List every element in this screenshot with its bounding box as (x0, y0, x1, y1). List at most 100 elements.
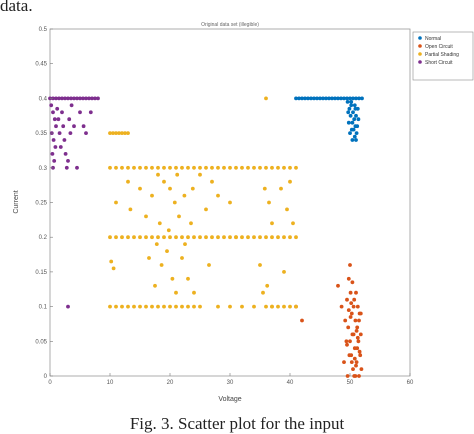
data-point (352, 374, 357, 378)
data-point (276, 304, 280, 309)
data-point (63, 152, 68, 156)
data-point (351, 110, 355, 115)
data-point (156, 165, 160, 170)
series-open-circuit (294, 263, 364, 378)
data-point (354, 138, 358, 142)
data-point (68, 131, 73, 136)
data-point (159, 263, 164, 267)
data-point (192, 290, 196, 295)
data-point (192, 235, 196, 240)
data-point (96, 96, 100, 101)
y-tick-label: 0.15 (35, 270, 47, 276)
data-point (108, 235, 112, 240)
data-point (52, 159, 57, 163)
data-point (204, 235, 208, 240)
data-point (216, 165, 220, 170)
data-point (222, 165, 226, 170)
data-point (168, 165, 172, 170)
x-tick-label: 10 (107, 380, 114, 386)
data-point (222, 235, 226, 240)
data-point (60, 96, 64, 101)
data-point (350, 138, 355, 142)
y-tick-label: 0.05 (35, 339, 47, 345)
data-point (174, 235, 178, 240)
data-point (58, 145, 63, 149)
data-point (333, 96, 337, 101)
data-point (198, 172, 202, 177)
data-point (216, 193, 220, 198)
data-point (78, 96, 82, 101)
data-point (204, 207, 208, 212)
data-point (190, 186, 195, 191)
data-point (288, 165, 292, 170)
data-point (57, 131, 62, 136)
data-point (120, 165, 124, 170)
data-point (346, 325, 351, 330)
data-point (343, 318, 348, 323)
data-point (132, 235, 136, 240)
data-point (352, 103, 357, 108)
data-point (186, 276, 190, 281)
data-point (228, 200, 232, 205)
data-point (126, 304, 130, 309)
series-partial-shading (108, 96, 298, 309)
data-point (64, 165, 69, 170)
data-point (120, 304, 124, 309)
data-point (84, 131, 88, 136)
data-point (346, 276, 351, 281)
y-tick-label: 0.35 (35, 131, 47, 137)
x-tick-label: 0 (48, 380, 52, 386)
data-point (356, 339, 361, 344)
data-point (309, 96, 313, 101)
data-point (345, 96, 349, 101)
data-point (264, 96, 268, 101)
data-point (165, 249, 169, 254)
figure-caption: Fig. 3. Scatter plot for the input (129, 414, 345, 433)
data-point (150, 304, 154, 309)
data-point (210, 235, 214, 240)
data-point (144, 165, 148, 170)
data-point (126, 179, 130, 184)
data-point (132, 304, 136, 309)
data-point (168, 235, 172, 240)
data-point (353, 318, 358, 323)
data-point (261, 290, 265, 295)
data-point (72, 96, 76, 101)
data-point (267, 200, 271, 205)
data-point (347, 106, 352, 111)
data-point (352, 117, 357, 122)
data-point (156, 235, 160, 240)
data-point (162, 165, 166, 170)
data-point (166, 228, 171, 233)
data-point (351, 127, 356, 132)
data-point (109, 259, 114, 264)
data-point (312, 96, 316, 101)
data-point (357, 349, 362, 354)
data-point (258, 235, 262, 240)
legend: Normal Open Circuit Partial Shading Short C… (412, 31, 474, 81)
data-point (153, 283, 157, 288)
data-point (69, 96, 73, 101)
data-point (346, 120, 351, 125)
data-point (198, 304, 202, 309)
y-tick-label: 0.3 (39, 166, 48, 172)
data-point (52, 117, 57, 122)
y-axis-label: Current (13, 190, 20, 213)
data-point (262, 186, 267, 191)
data-point (138, 165, 142, 170)
data-point (170, 276, 175, 281)
data-point (240, 165, 244, 170)
data-point (300, 96, 304, 101)
data-point (66, 96, 70, 101)
data-point (138, 235, 142, 240)
data-point (75, 165, 79, 170)
x-tick-label: 50 (347, 380, 354, 386)
data-point (252, 235, 256, 240)
data-point (182, 193, 187, 198)
data-point (348, 263, 352, 267)
data-point (198, 165, 202, 170)
page-text-fragment: data. (0, 0, 33, 15)
data-point (357, 374, 361, 378)
data-point (354, 329, 359, 333)
data-point (270, 235, 274, 240)
